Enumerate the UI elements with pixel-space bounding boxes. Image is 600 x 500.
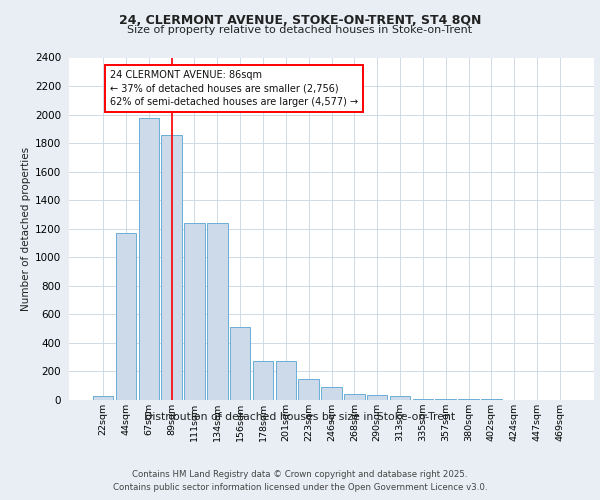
Text: Contains HM Land Registry data © Crown copyright and database right 2025.: Contains HM Land Registry data © Crown c… [132,470,468,479]
Bar [367,395,388,400]
Bar [116,233,136,400]
Bar [253,362,273,400]
Bar [390,396,410,400]
Bar [207,223,227,400]
Y-axis label: Number of detached properties: Number of detached properties [21,146,31,311]
Text: Size of property relative to detached houses in Stoke-on-Trent: Size of property relative to detached ho… [127,25,473,35]
Bar [161,136,182,400]
Bar [230,326,250,400]
Text: Distribution of detached houses by size in Stoke-on-Trent: Distribution of detached houses by size … [145,412,455,422]
Bar [321,387,342,400]
Bar [413,398,433,400]
Text: 24, CLERMONT AVENUE, STOKE-ON-TRENT, ST4 8QN: 24, CLERMONT AVENUE, STOKE-ON-TRENT, ST4… [119,14,481,27]
Bar [436,398,456,400]
Bar [184,223,205,400]
Bar [275,362,296,400]
Text: Contains public sector information licensed under the Open Government Licence v3: Contains public sector information licen… [113,482,487,492]
Bar [139,118,159,400]
Bar [298,378,319,400]
Bar [93,396,113,400]
Bar [344,394,365,400]
Text: 24 CLERMONT AVENUE: 86sqm
← 37% of detached houses are smaller (2,756)
62% of se: 24 CLERMONT AVENUE: 86sqm ← 37% of detac… [110,70,358,106]
